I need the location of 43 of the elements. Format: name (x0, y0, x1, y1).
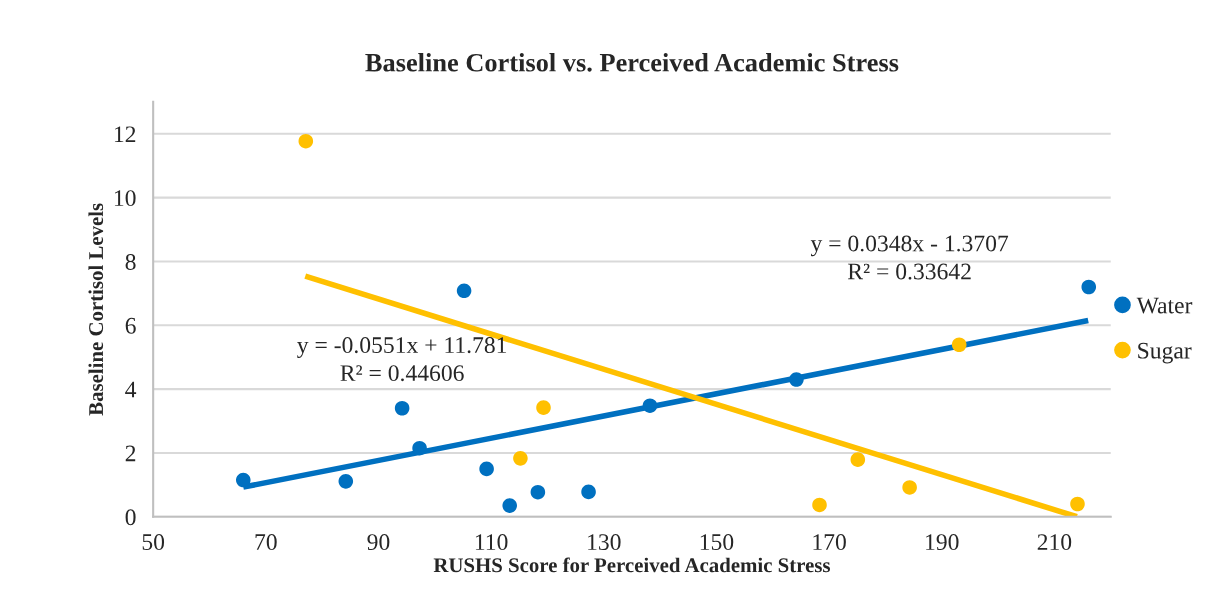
x-tick-label: 90 (367, 534, 390, 551)
y-tick-label: 6 (125, 317, 136, 334)
point (456, 283, 472, 299)
point (850, 452, 866, 467)
point (530, 484, 546, 500)
legend-label: Water (1136, 297, 1193, 314)
point (581, 484, 596, 500)
point (789, 372, 804, 387)
y-tick-label: 12 (114, 126, 136, 143)
chart-title: Baseline Cortisol vs. Perceived Academic Stress (365, 53, 899, 72)
point (902, 480, 917, 495)
point (298, 133, 314, 149)
point (479, 461, 494, 477)
point (951, 337, 967, 353)
x-tick-label: 150 (700, 534, 734, 551)
point (513, 451, 528, 466)
point (1081, 279, 1097, 295)
x-tick-label: 170 (813, 534, 846, 551)
x-tick-label: 210 (1037, 534, 1072, 551)
point (1070, 496, 1085, 512)
point (502, 498, 517, 513)
x-axis-title: RUSHS Score for Perceived Academic Stress (433, 557, 831, 573)
y-axis-title: Baseline Cortisol Levels (88, 203, 104, 416)
y-tick-label: 4 (125, 381, 137, 398)
x-tick-label: 130 (588, 534, 621, 551)
point (536, 400, 551, 415)
point (338, 474, 354, 489)
y-tick-label: 0 (125, 509, 136, 526)
point (812, 497, 827, 513)
point (394, 400, 410, 416)
x-tick-label: 70 (255, 534, 277, 551)
y-tick-label: 10 (114, 190, 136, 207)
point (412, 440, 427, 456)
legend-label: Sugar (1138, 342, 1192, 364)
annotation: y = -0.0551x + 11.781 R² = 0.44606 (297, 337, 507, 382)
point (642, 398, 658, 413)
x-tick-label: 110 (475, 534, 508, 551)
y-tick-label: 2 (125, 445, 136, 462)
y-tick-label: 8 (125, 253, 136, 270)
x-tick-label: 50 (142, 534, 165, 551)
point (236, 472, 251, 488)
annotation: y = 0.0348x - 1.3707 R² = 0.33642 (810, 235, 1009, 280)
x-tick-label: 190 (926, 534, 959, 551)
